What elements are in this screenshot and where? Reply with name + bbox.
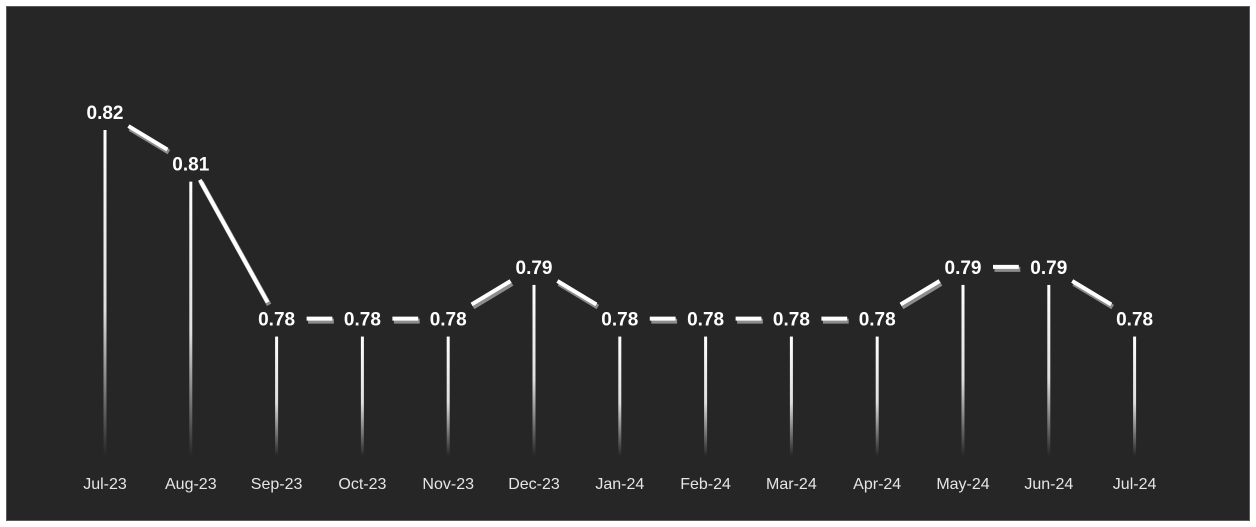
line-segment	[306, 316, 334, 324]
x-tick-label: Jan-24	[595, 476, 644, 493]
drop-line	[618, 336, 622, 456]
x-tick-label: Feb-24	[680, 476, 731, 493]
drop-line	[532, 284, 536, 456]
data-label: 0.78	[859, 310, 896, 331]
line-segment	[127, 124, 171, 155]
line-segment	[735, 316, 763, 324]
line-segment	[993, 264, 1021, 272]
drop-line	[1133, 336, 1137, 456]
data-label: 0.79	[945, 258, 982, 279]
line-segment	[392, 316, 420, 324]
data-label: 0.78	[430, 310, 467, 331]
drop-line	[446, 336, 450, 456]
x-tick-label: Sep-23	[251, 476, 303, 493]
drop-line	[275, 336, 279, 456]
data-label: 0.78	[687, 310, 724, 331]
x-axis: Jul-23 Aug-23 Sep-23 Oct-23 Nov-23 Dec-23 Jan-…	[83, 476, 1156, 493]
x-tick-label: Apr-24	[853, 476, 901, 493]
drop-line	[875, 336, 879, 456]
drop-line	[1047, 284, 1051, 456]
line-segment	[899, 279, 943, 310]
drop-line	[704, 336, 708, 456]
line-segment	[821, 316, 849, 324]
data-label: 0.78	[601, 310, 638, 331]
line-segment	[556, 279, 600, 310]
line-segment	[1071, 279, 1114, 310]
x-tick-label: Jun-24	[1024, 476, 1073, 493]
drop-line	[789, 336, 793, 456]
drop-line	[189, 181, 193, 456]
data-label: 0.79	[516, 258, 553, 279]
data-label: 0.82	[87, 103, 124, 124]
x-tick-label: Mar-24	[766, 476, 817, 493]
chart-area	[6, 6, 1250, 521]
drop-line	[103, 130, 107, 456]
data-label: 0.78	[1116, 310, 1153, 331]
x-tick-label: Jul-23	[83, 476, 127, 493]
data-label: 0.79	[1030, 258, 1067, 279]
x-tick-label: Nov-23	[422, 476, 474, 493]
data-label: 0.81	[172, 155, 209, 176]
drop-line	[961, 284, 965, 456]
data-label: 0.78	[344, 310, 381, 331]
x-tick-label: Jul-24	[1113, 476, 1157, 493]
x-tick-label: Aug-23	[165, 476, 217, 493]
drop-lines	[103, 130, 1137, 456]
x-tick-label: May-24	[936, 476, 989, 493]
series-line	[127, 124, 1114, 324]
line-segment	[649, 316, 678, 324]
data-labels: 0.82 0.81 0.78 0.78 0.78 0.79 0.78 0.78 0.78 0.78…	[87, 103, 1154, 331]
line-segment	[470, 279, 514, 310]
data-label: 0.78	[773, 310, 810, 331]
x-tick-label: Dec-23	[508, 476, 560, 493]
drop-line	[360, 336, 364, 456]
line-segment	[198, 178, 272, 307]
x-tick-label: Oct-23	[338, 476, 386, 493]
data-label: 0.78	[258, 310, 295, 331]
